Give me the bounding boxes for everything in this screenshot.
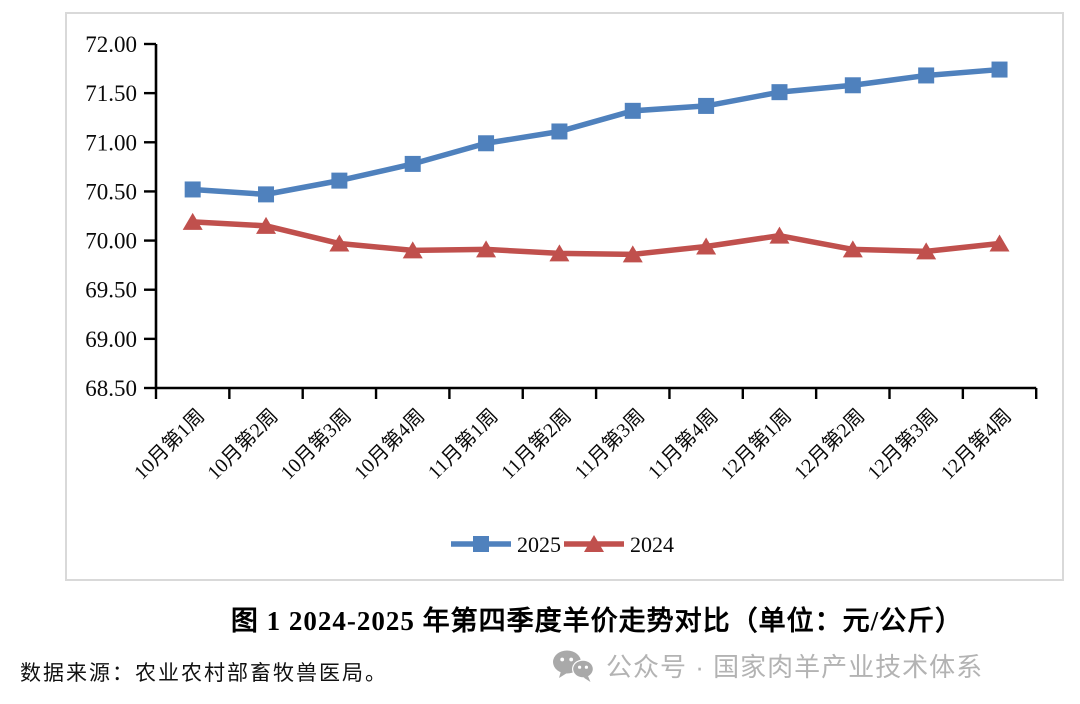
y-tick-label: 70.00: [85, 229, 137, 254]
y-tick-label: 69.00: [85, 327, 137, 352]
y-tick-label: 72.00: [85, 32, 137, 57]
x-tick-label: 10月第4周: [349, 404, 429, 484]
marker-triangle-2024: [916, 242, 937, 260]
y-tick-label: 69.50: [85, 278, 137, 303]
marker-square-2025: [624, 102, 641, 119]
marker-square-2025: [991, 61, 1008, 78]
marker-square-2025: [551, 123, 568, 140]
marker-square-2025: [258, 186, 275, 203]
x-tick-label: 11月第3周: [570, 404, 649, 483]
x-tick-label: 11月第4周: [643, 404, 722, 483]
marker-square-2025: [771, 84, 788, 101]
marker-triangle-2024: [182, 212, 203, 230]
marker-triangle-2024: [696, 237, 717, 255]
marker-square-2025: [918, 67, 935, 84]
y-tick-label: 71.00: [85, 130, 137, 155]
marker-triangle-2024: [402, 241, 423, 259]
legend-label-2025: 2025: [517, 532, 561, 557]
chart-panel: 72.00 71.50 71.00 70.50 70.00 69.50 69.00 68.50…: [65, 12, 1064, 581]
marker-square-2025: [404, 155, 421, 172]
x-tick-label: 12月第1周: [716, 404, 796, 484]
watermark: 公众号 · 国家肉羊产业技术体系: [552, 647, 983, 684]
marker-triangle-2024: [549, 244, 570, 262]
x-tick-label: 12月第2周: [789, 404, 869, 484]
price-trend-chart: 72.00 71.50 71.00 70.50 70.00 69.50 69.00 68.50…: [85, 32, 1038, 557]
legend-label-2024: 2024: [630, 532, 674, 557]
y-tick-label: 70.50: [85, 179, 137, 204]
y-tick-label: 71.50: [85, 81, 137, 106]
x-tick-label: 10月第2周: [203, 404, 283, 484]
marker-square-2025: [478, 135, 495, 152]
marker-triangle-2024: [622, 245, 643, 263]
data-source-note: 数据来源：农业农村部畜牧兽医局。: [20, 661, 388, 685]
marker-triangle-2024: [769, 226, 790, 244]
marker-triangle-2024: [584, 535, 604, 552]
marker-square-2025: [184, 181, 201, 198]
wechat-icon: [553, 650, 594, 682]
marker-square-2025: [473, 536, 489, 552]
x-tick-label: 12月第4周: [936, 404, 1016, 484]
marker-triangle-2024: [329, 234, 350, 252]
x-tick-label: 12月第3周: [863, 404, 943, 484]
marker-triangle-2024: [989, 234, 1010, 252]
marker-square-2025: [698, 97, 715, 114]
x-tick-label: 11月第2周: [497, 404, 576, 483]
marker-square-2025: [844, 77, 861, 94]
marker-triangle-2024: [842, 240, 863, 258]
watermark-text: 公众号 · 国家肉羊产业技术体系: [606, 652, 984, 682]
series-line-2025: [189, 66, 1003, 198]
x-tick-label: 11月第1周: [423, 404, 502, 483]
marker-triangle-2024: [256, 216, 277, 234]
x-tick-label: 10月第1周: [129, 404, 209, 484]
figure-caption: 图 1 2024-2025 年第四季度羊价走势对比（单位：元/公斤）: [230, 606, 964, 636]
x-tick-label: 10月第3周: [276, 404, 356, 484]
marker-square-2025: [331, 172, 348, 189]
series-line-2024: [189, 219, 1003, 258]
y-tick-label: 68.50: [85, 376, 137, 401]
marker-triangle-2024: [476, 240, 497, 258]
